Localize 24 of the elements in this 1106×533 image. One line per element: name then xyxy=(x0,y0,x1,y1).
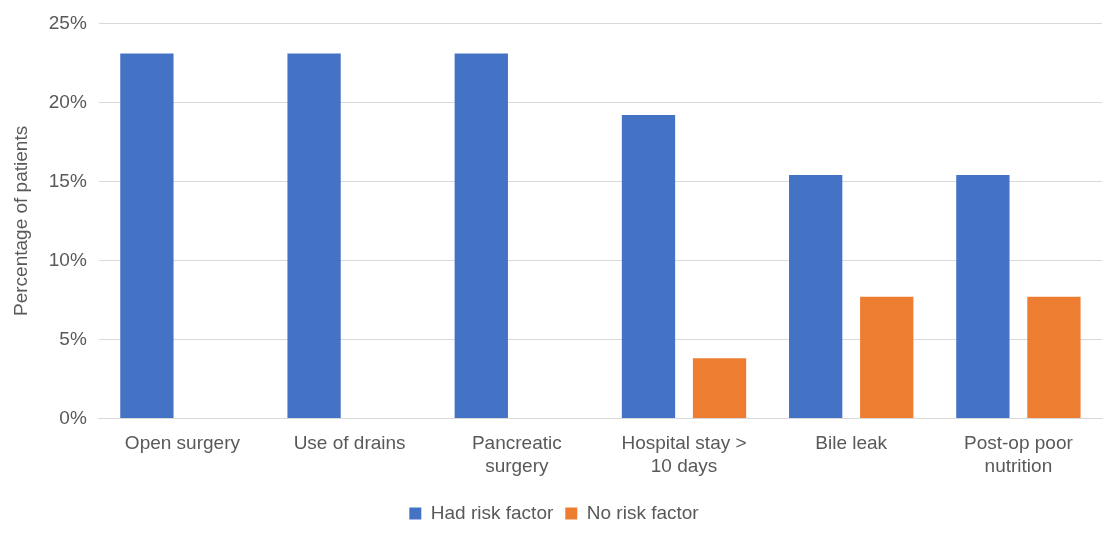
y-tick-label: 0% xyxy=(59,406,87,428)
bar xyxy=(860,296,914,418)
y-tick-label: 25% xyxy=(48,11,87,33)
y-tick-label: 5% xyxy=(59,327,87,349)
legend-label: No risk factor xyxy=(586,501,700,523)
bar xyxy=(287,53,341,418)
x-tick-label: Use of drains xyxy=(293,432,406,454)
bar xyxy=(789,175,843,418)
bar xyxy=(621,115,676,418)
bar xyxy=(454,53,508,418)
bar xyxy=(692,358,747,418)
bar xyxy=(120,53,174,418)
x-tick-label: Open surgery xyxy=(124,432,241,454)
x-tick-label: Hospital stay > 10 days xyxy=(621,432,747,476)
bar xyxy=(956,175,1010,418)
y-axis-title: Percentage of patients xyxy=(9,125,31,316)
y-tick-label: 15% xyxy=(48,169,87,191)
x-tick-label: Bile leak xyxy=(815,432,888,454)
x-tick-label: Post-op poor nutrition xyxy=(964,432,1074,476)
y-tick-label: 20% xyxy=(48,90,87,112)
y-tick-label: 10% xyxy=(48,248,87,270)
legend-label: Had risk factor xyxy=(430,501,554,523)
bar xyxy=(1027,296,1081,418)
x-tick-label: Pancreatic surgery xyxy=(471,432,562,476)
